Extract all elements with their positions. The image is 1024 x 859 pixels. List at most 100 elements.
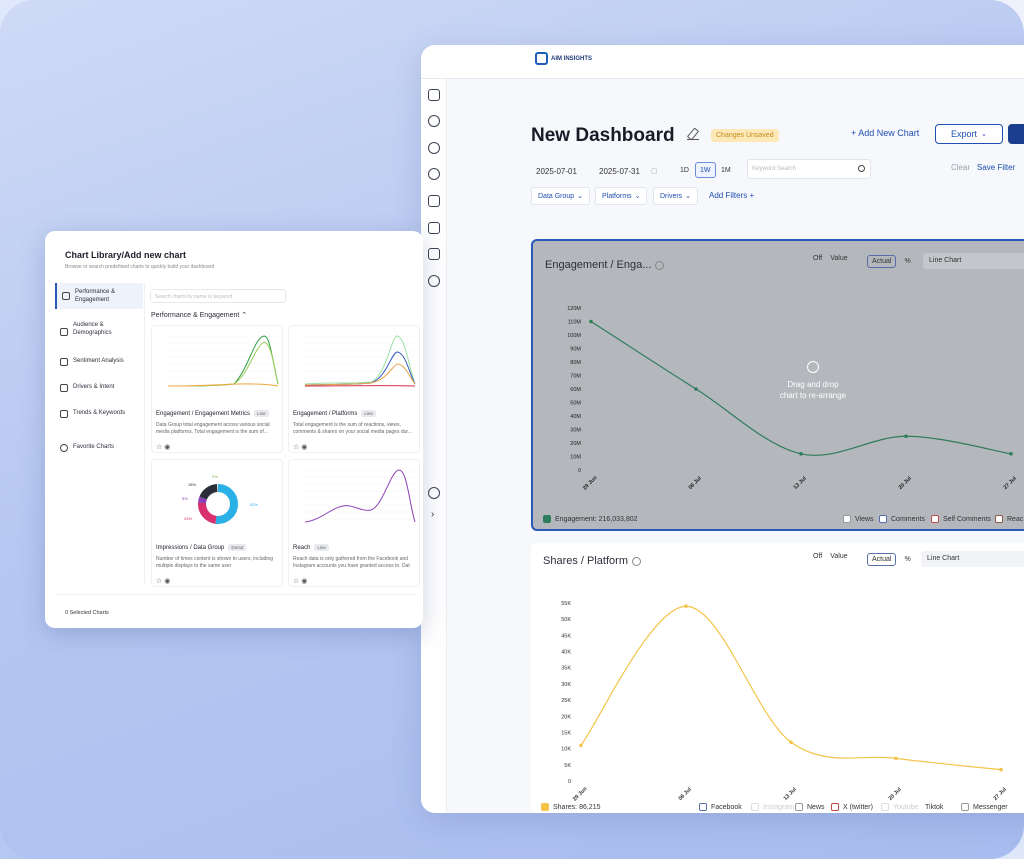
legend-messenger[interactable]: Messenger (961, 803, 1008, 811)
engagement-chart-card[interactable]: Engagement / Enga... Off Value Actual % … (531, 239, 1024, 531)
library-search-input[interactable]: Search charts by name or keyword (150, 289, 286, 303)
data-point[interactable] (1009, 452, 1013, 456)
chart-type-select[interactable]: Line Chart (921, 551, 1024, 567)
checkbox[interactable] (699, 803, 707, 811)
add-new-chart-button[interactable]: + Add New Chart (851, 128, 920, 138)
unit-toggle[interactable]: Actual % (867, 255, 911, 268)
eye-icon[interactable]: ◉ (164, 578, 171, 585)
network-icon[interactable] (428, 222, 440, 234)
toggle-actual[interactable]: Actual (867, 255, 897, 268)
filter-data-group[interactable]: Data Group ⌄ (531, 187, 591, 205)
value-toggle[interactable]: Off Value (813, 255, 848, 262)
eye-icon[interactable]: ◉ (301, 444, 308, 451)
eye-icon[interactable]: ◉ (164, 444, 171, 451)
eye-icon[interactable]: ◉ (301, 578, 308, 585)
star-icon[interactable]: ☆ (293, 444, 300, 451)
category-sentiment-analysis[interactable]: Sentiment Analysis (55, 357, 143, 367)
data-point[interactable] (589, 319, 593, 324)
legend-views[interactable]: Views (843, 515, 874, 523)
legend-instagram[interactable]: Instagram (751, 803, 794, 811)
chart-card-reach[interactable]: Reach Line Reach data is only gathered fr… (288, 459, 420, 587)
globe-icon[interactable] (428, 142, 440, 154)
search-icon[interactable] (858, 165, 865, 172)
legend-tiktok[interactable]: Tiktok (925, 804, 943, 811)
chart-type-select[interactable]: Line Chart (923, 253, 1024, 269)
star-icon[interactable]: ☆ (293, 578, 300, 585)
category-favorite-charts[interactable]: Favorite Charts (55, 443, 143, 453)
edit-title-icon[interactable] (687, 128, 699, 140)
range-1d-button[interactable]: 1D (680, 166, 689, 174)
data-point[interactable] (694, 387, 698, 391)
data-point[interactable] (684, 604, 688, 609)
legend-reactions[interactable]: Reac (995, 515, 1023, 523)
app-logo[interactable]: AIM INSIGHTS (535, 52, 592, 65)
library-section-title[interactable]: Performance & Engagement ⌃ (151, 311, 247, 319)
legend-facebook[interactable]: Facebook (699, 803, 742, 811)
chart-card-engagement-platforms[interactable]: Engagement / Platforms Line Total engagem… (288, 325, 420, 453)
info-icon[interactable] (655, 260, 665, 270)
checkbox[interactable] (751, 803, 759, 811)
calendar-icon[interactable]: ▢ (651, 168, 658, 175)
checkbox[interactable] (931, 515, 939, 523)
data-point[interactable] (789, 740, 793, 744)
toggle-percent[interactable]: % (904, 556, 911, 563)
category-performance-engagement[interactable]: Performance & Engagement (55, 283, 143, 309)
chevron-right-icon[interactable]: › (431, 509, 435, 520)
info-icon[interactable] (631, 556, 641, 566)
legend-engagement[interactable]: Engagement: 216,033,802 (543, 515, 638, 523)
toggle-percent[interactable]: % (904, 258, 911, 265)
legend-shares[interactable]: Shares: 86,215 (541, 803, 600, 811)
toggle-value[interactable]: Value (830, 553, 848, 560)
category-trends-keywords[interactable]: Trends & Keywords (55, 409, 143, 419)
keyword-search-input[interactable]: Keyword Search (747, 159, 871, 179)
logout-icon[interactable] (428, 487, 440, 499)
save-filter-button[interactable]: Save Filter (977, 163, 1016, 172)
unit-toggle[interactable]: Actual % (867, 553, 911, 566)
toggle-off[interactable]: Off (813, 553, 823, 560)
legend-comments[interactable]: Comments (879, 515, 925, 523)
data-point[interactable] (999, 767, 1003, 772)
clipboard-icon[interactable] (428, 248, 440, 260)
toggle-off[interactable]: Off (813, 255, 823, 262)
legend-x-twitter[interactable]: X (twitter) (831, 803, 873, 811)
search-doc-icon[interactable] (428, 195, 440, 207)
checkbox[interactable] (795, 803, 803, 811)
share-button[interactable] (1008, 124, 1024, 144)
checkbox[interactable] (995, 515, 1003, 523)
add-filters-button[interactable]: Add Filters + (709, 191, 754, 200)
category-drivers-intent[interactable]: Drivers & Intent (55, 383, 143, 393)
category-audience-demographics[interactable]: Audience & Demographics (55, 321, 143, 343)
home-icon[interactable] (428, 89, 440, 101)
star-icon[interactable]: ☆ (156, 578, 163, 585)
date-to-field[interactable]: 2025-07-31 (599, 166, 640, 176)
target-icon[interactable] (428, 168, 440, 180)
data-point[interactable] (799, 452, 803, 456)
legend-youtube[interactable]: Youtube (881, 803, 918, 811)
toggle-actual[interactable]: Actual (867, 553, 897, 566)
star-icon[interactable]: ☆ (156, 444, 163, 451)
export-button[interactable]: Export ⌄ (935, 124, 1003, 144)
data-point[interactable] (894, 756, 898, 761)
checkbox[interactable] (843, 515, 851, 523)
settings-icon[interactable] (428, 275, 440, 287)
checkbox[interactable] (961, 803, 969, 811)
chart-card-engagement-metrics[interactable]: Engagement / Engagement Metrics Line Data… (151, 325, 283, 453)
checkbox-checked[interactable] (541, 803, 549, 811)
checkbox[interactable] (831, 803, 839, 811)
legend-self-comments[interactable]: Self Comments (931, 515, 991, 523)
range-1m-button[interactable]: 1M (721, 166, 731, 174)
value-toggle[interactable]: Off Value (813, 553, 848, 560)
filter-platforms[interactable]: Platforms ⌄ (595, 187, 648, 205)
shares-chart-card[interactable]: Shares / Platform Off Value Actual % Lin… (531, 543, 1024, 813)
refresh-icon[interactable] (428, 115, 440, 127)
date-from-field[interactable]: 2025-07-01 (536, 166, 577, 176)
legend-news[interactable]: News (795, 803, 825, 811)
checkbox-checked[interactable] (543, 515, 551, 523)
data-point[interactable] (904, 434, 908, 439)
filter-drivers[interactable]: Drivers ⌄ (653, 187, 699, 205)
checkbox[interactable] (879, 515, 887, 523)
clear-button[interactable]: Clear (951, 163, 971, 172)
chart-card-impressions[interactable]: 0% 18% 5% 24% 52% Impressions / Data Gro… (151, 459, 283, 587)
data-point[interactable] (579, 743, 583, 748)
checkbox[interactable] (881, 803, 889, 811)
